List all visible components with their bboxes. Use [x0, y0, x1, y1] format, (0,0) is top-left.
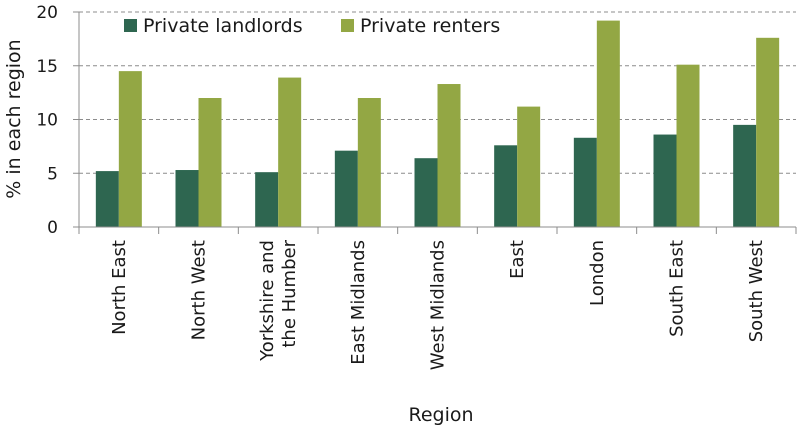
bar-private-landlords	[494, 145, 518, 227]
x-axis-tick-labels: North East North West Yorkshire and the Hum…	[109, 239, 767, 370]
bar-private-landlords	[95, 171, 119, 227]
y-tick-label: 20	[36, 3, 58, 23]
bar-private-renters	[756, 37, 780, 227]
y-axis-ticks: 0 5 10 15 20	[36, 3, 58, 238]
legend-label-private-renters: Private renters	[360, 15, 500, 37]
x-tick-label: North West	[189, 240, 210, 340]
bar-private-landlords	[334, 150, 358, 227]
bars	[95, 20, 780, 228]
bar-private-renters	[118, 71, 142, 227]
y-tick-label: 5	[47, 164, 58, 184]
bar-private-landlords	[175, 170, 199, 227]
bar-private-landlords	[255, 172, 279, 227]
x-axis-label: Region	[408, 404, 473, 426]
bar-private-renters	[596, 20, 620, 227]
y-tick-label: 10	[36, 111, 58, 131]
bar-private-renters	[357, 98, 381, 227]
bar-private-landlords	[653, 134, 677, 227]
legend-label-private-landlords: Private landlords	[143, 15, 303, 37]
bar-private-landlords	[733, 124, 757, 227]
y-tick-label: 0	[47, 218, 58, 238]
x-tick-label: South East	[667, 240, 688, 337]
x-tick-label: London	[587, 240, 608, 306]
bar-private-renters	[437, 84, 461, 228]
x-tick-label: the Humber	[279, 239, 300, 347]
y-axis-label: % in each region	[3, 39, 25, 198]
bar-private-renters	[198, 98, 222, 227]
y-tick-label: 15	[36, 57, 58, 77]
legend-swatch-private-landlords	[124, 19, 137, 32]
x-tick-label: East	[507, 240, 528, 279]
bar-private-landlords	[414, 158, 438, 227]
x-tick-label: Yorkshire and	[257, 240, 278, 362]
bar-private-renters	[517, 106, 541, 227]
axes	[73, 11, 797, 234]
x-tick-label: East Midlands	[348, 240, 369, 365]
bar-private-renters	[278, 77, 302, 227]
bar-private-landlords	[573, 137, 597, 227]
x-tick-label: North East	[109, 240, 130, 335]
legend-swatch-private-renters	[341, 19, 354, 32]
legend: Private landlords Private renters	[124, 15, 500, 37]
x-tick-label: West Midlands	[428, 240, 449, 370]
x-tick-label: South West	[746, 240, 767, 342]
bar-private-renters	[676, 64, 700, 227]
